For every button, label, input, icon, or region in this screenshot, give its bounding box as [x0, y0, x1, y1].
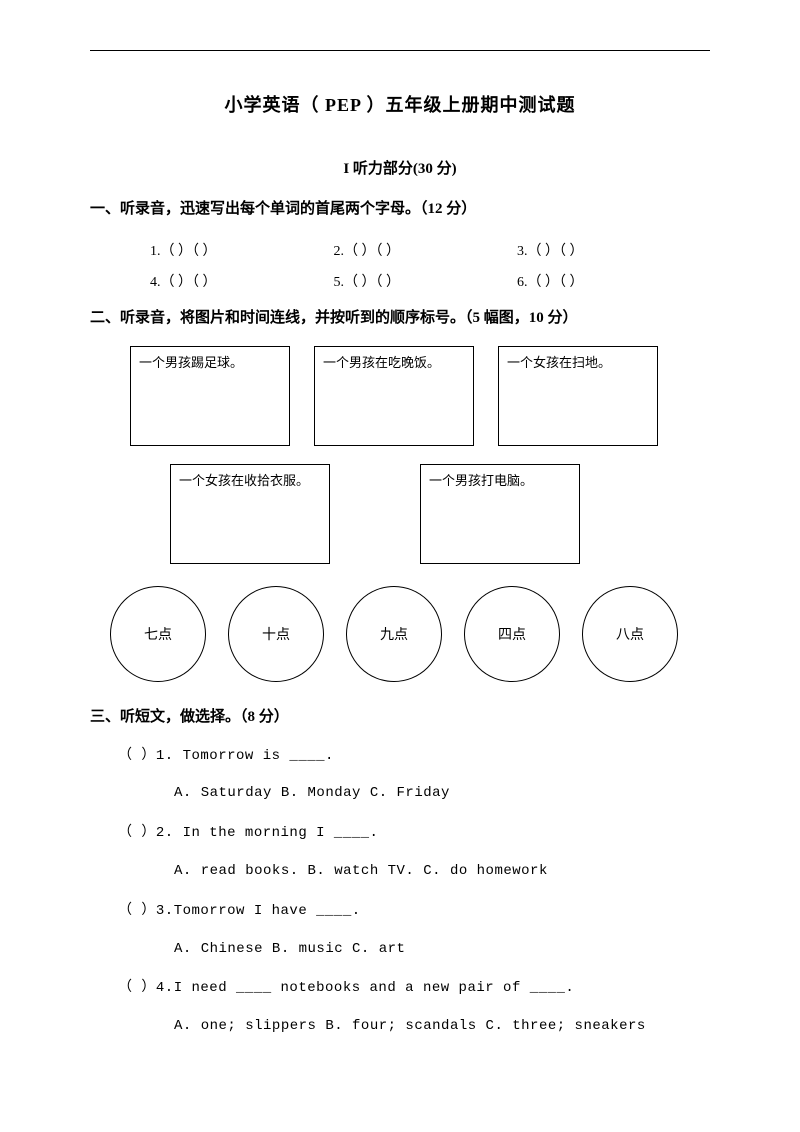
question-stem: （ ）2. In the morning I ____. — [118, 822, 710, 846]
blank-item: 3.（ ）（ ） — [517, 237, 697, 268]
question-stem: （ ）1. Tomorrow is ____. — [118, 745, 710, 769]
exam-page: 小学英语（ PEP ）五年级上册期中测试题 I 听力部分(30 分) 一、听录音… — [0, 0, 800, 1095]
picture-box: 一个男孩踢足球。 — [130, 346, 290, 446]
picture-box: 一个女孩在扫地。 — [498, 346, 658, 446]
time-circle: 九点 — [346, 586, 442, 682]
question-stem: （ ）3.Tomorrow I have ____. — [118, 900, 710, 924]
blank-item: 5.（ ）（ ） — [334, 268, 514, 299]
question-options: A. read books. B. watch TV. C. do homewo… — [174, 860, 710, 884]
picture-boxes-bottom: 一个女孩在收拾衣服。 一个男孩打电脑。 — [170, 464, 710, 564]
question-options: A. one; slippers B. four; scandals C. th… — [174, 1015, 710, 1039]
picture-box: 一个女孩在收拾衣服。 — [170, 464, 330, 564]
section2-heading: 二、听录音，将图片和时间连线，并按听到的顺序标号。（5 幅图，10 分） — [90, 305, 710, 332]
picture-box: 一个男孩打电脑。 — [420, 464, 580, 564]
time-circle: 四点 — [464, 586, 560, 682]
blank-item: 6.（ ）（ ） — [517, 268, 697, 299]
blank-item: 1.（ ）（ ） — [150, 237, 330, 268]
part-header: I 听力部分(30 分) — [90, 157, 710, 178]
blank-item: 4.（ ）（ ） — [150, 268, 330, 299]
top-rule — [90, 50, 710, 51]
section1-heading: 一、听录音，迅速写出每个单词的首尾两个字母。（12 分） — [90, 196, 710, 223]
question-options: A. Saturday B. Monday C. Friday — [174, 782, 710, 806]
picture-boxes-top: 一个男孩踢足球。 一个男孩在吃晚饭。 一个女孩在扫地。 — [130, 346, 710, 446]
section3-heading: 三、听短文，做选择。（8 分） — [90, 704, 710, 731]
blanks-row-1: 1.（ ）（ ） 2.（ ）（ ） 3.（ ）（ ） — [150, 237, 710, 268]
time-circle: 八点 — [582, 586, 678, 682]
time-circles-row: 七点 十点 九点 四点 八点 — [110, 586, 710, 682]
question-options: A. Chinese B. music C. art — [174, 938, 710, 962]
time-circle: 十点 — [228, 586, 324, 682]
question-stem: （ ）4.I need ____ notebooks and a new pai… — [118, 977, 710, 1001]
page-title: 小学英语（ PEP ）五年级上册期中测试题 — [90, 91, 710, 117]
blanks-row-2: 4.（ ）（ ） 5.（ ）（ ） 6.（ ）（ ） — [150, 268, 710, 299]
picture-box: 一个男孩在吃晚饭。 — [314, 346, 474, 446]
time-circle: 七点 — [110, 586, 206, 682]
blank-item: 2.（ ）（ ） — [334, 237, 514, 268]
